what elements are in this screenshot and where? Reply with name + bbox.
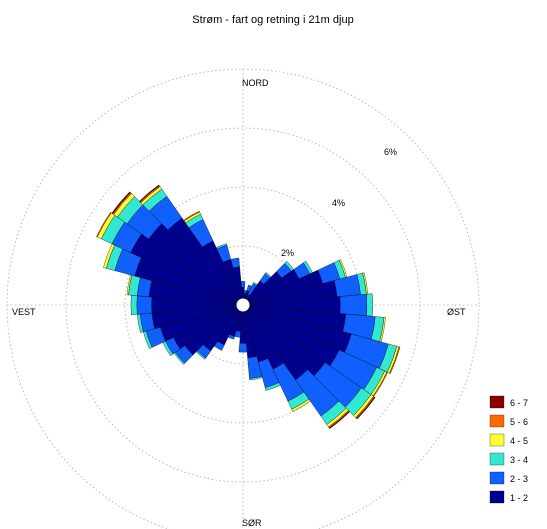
rose-wedge-0-2-3 xyxy=(240,281,246,288)
rose-wedge-170-3-4 xyxy=(249,376,263,381)
ring-label-4: 4% xyxy=(332,198,345,208)
direction-label-east: ØST xyxy=(447,307,466,317)
chart-title: Strøm - fart og retning i 21m djup xyxy=(192,14,353,26)
rose-wedge-310-6-7 xyxy=(111,191,131,215)
direction-label-south: SØR xyxy=(242,518,262,528)
legend-label-4-5: 4 - 5 xyxy=(510,436,528,446)
rose-wedge-330-5-6 xyxy=(183,210,200,222)
rose-bars xyxy=(96,184,401,429)
rose-wedge-150-4-5 xyxy=(291,398,311,412)
legend-swatch-2-3 xyxy=(489,471,505,485)
legend-label-1-2: 1 - 2 xyxy=(510,493,528,503)
rose-wedge-110-5-6 xyxy=(389,346,401,374)
rose-wedge-270-2-3 xyxy=(136,295,153,315)
rose-wedge-350-2-3 xyxy=(230,257,240,269)
rose-wedge-140-6-7 xyxy=(328,410,351,429)
legend-label-2-3: 2 - 3 xyxy=(510,474,528,484)
direction-label-north: NORD xyxy=(242,78,269,88)
legend-swatch-4-5 xyxy=(489,433,505,447)
legend: 6 - 7 5 - 6 4 - 5 3 - 4 2 - 3 1 - 2 xyxy=(489,395,528,504)
polar-grid-overlay xyxy=(278,246,298,259)
direction-label-west: VEST xyxy=(12,307,36,317)
legend-swatch-1-2 xyxy=(489,490,505,504)
rose-wedge-270-3-4 xyxy=(130,295,138,315)
rose-wedge-340-3-4 xyxy=(215,243,228,250)
center-hole xyxy=(236,298,250,312)
ring-label-2-background xyxy=(278,246,298,259)
ring-label-6: 6% xyxy=(384,147,397,157)
legend-label-6-7: 6 - 7 xyxy=(510,398,528,408)
rose-wedge-300-5-6 xyxy=(96,212,112,238)
rose-wedge-160-3-4 xyxy=(264,382,281,391)
rose-wedge-130-6-7 xyxy=(356,396,376,420)
legend-swatch-5-6 xyxy=(489,414,505,428)
rose-wedge-180-2-3 xyxy=(238,343,248,353)
legend-label-3-4: 3 - 4 xyxy=(510,455,528,465)
rose-wedge-320-6-7 xyxy=(139,184,160,203)
legend-swatch-3-4 xyxy=(489,452,505,466)
legend-swatch-6-7 xyxy=(489,395,505,409)
ring-label-2: 2% xyxy=(281,248,294,258)
rose-wedge-90-2-3 xyxy=(339,294,368,316)
rose-wedge-90-3-4 xyxy=(366,293,373,317)
legend-label-5-6: 5 - 6 xyxy=(510,417,528,427)
